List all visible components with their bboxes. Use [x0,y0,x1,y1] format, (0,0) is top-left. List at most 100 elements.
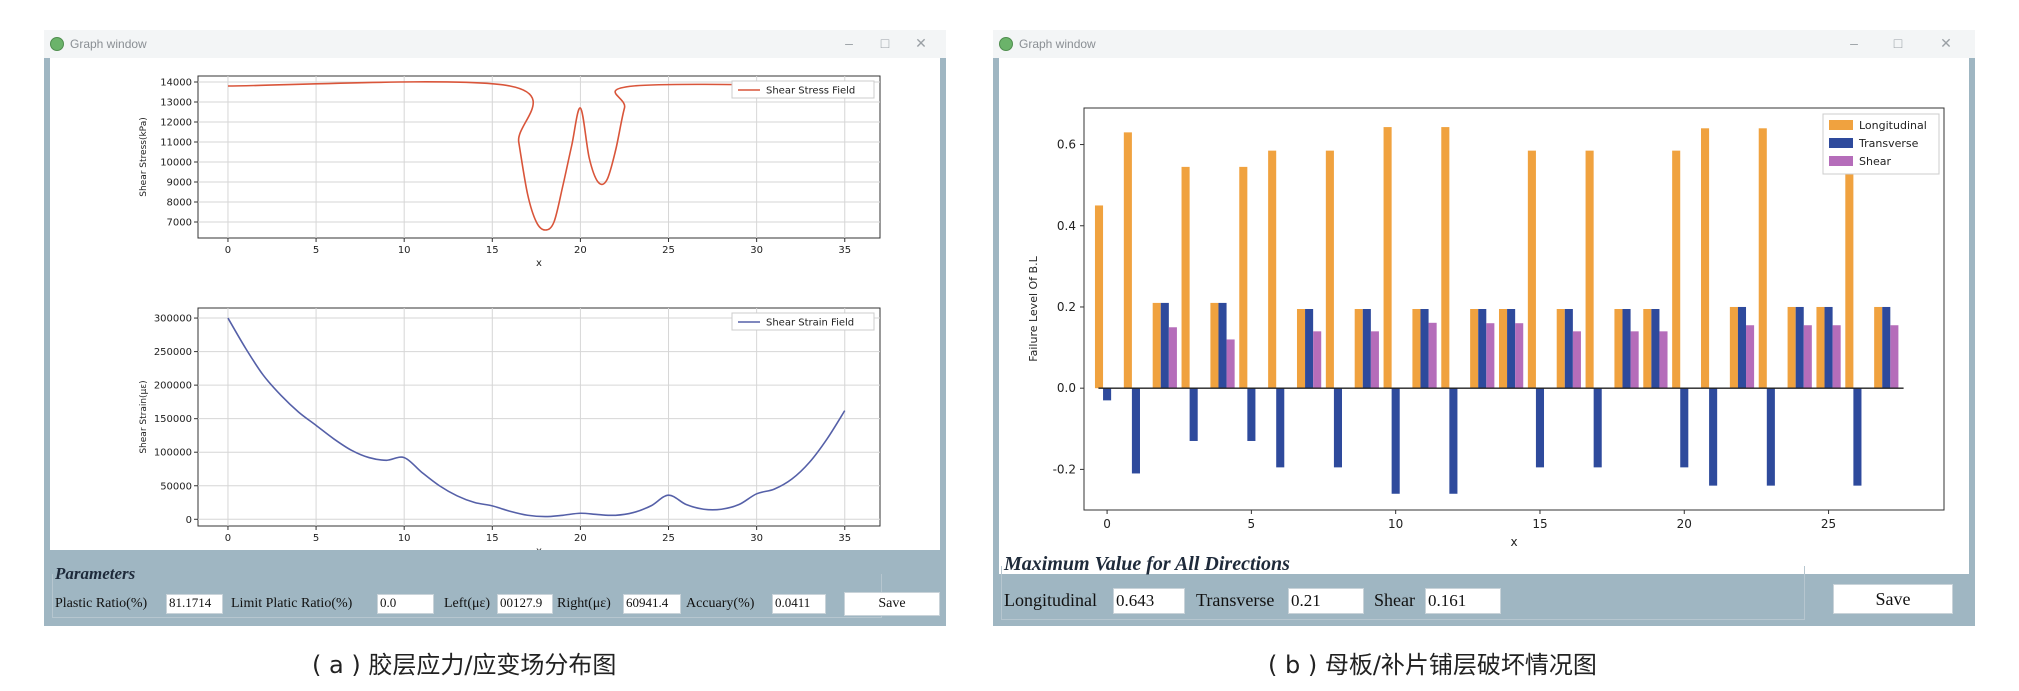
bar-longitudinal [1729,306,1738,389]
bar-longitudinal [1123,132,1132,389]
bar-shear [1168,327,1177,389]
bar-longitudinal [1672,150,1681,389]
bar-shear [1226,339,1235,389]
left_window.stress_chart-ytick-label: 14000 [160,78,192,89]
left_window.strain_chart-xtick-label: 5 [313,533,319,544]
left_window.strain_chart-ytick-label: 150000 [154,414,192,425]
shear-field[interactable]: 0.161 [1425,588,1501,614]
bar-longitudinal [1441,127,1450,389]
left_window.strain_chart-ytick-label: 0 [186,515,192,526]
bar-legend-swatch [1829,156,1853,166]
left_window.stress_chart-ytick-label: 12000 [160,118,192,129]
right-strain-field[interactable]: 60941.4 [623,594,681,614]
left_window.stress_chart-ytick-label: 7000 [167,218,192,229]
bar-xtick-label: 5 [1248,517,1256,531]
maximize-button[interactable]: □ [1893,35,1903,51]
bar-shear [1630,331,1639,389]
bar-transverse [1333,388,1342,468]
bar-transverse [1276,388,1285,468]
accuracy-field[interactable]: 0.0411 [772,594,826,614]
bar-shear [1832,325,1841,389]
bar-longitudinal [1210,302,1219,389]
bar-longitudinal [1094,205,1104,389]
left_window.stress_chart-plot-frame [197,75,881,239]
left_window.stress_chart-xtick-label: 35 [838,245,851,256]
transverse-field[interactable]: 0.21 [1288,588,1364,614]
left-window-title: Graph window [70,37,147,51]
right-save-button[interactable]: Save [1833,584,1953,614]
left_window.strain_chart-xtick-label: 35 [838,533,851,544]
left_window.strain_chart-legend-label: Shear Strain Field [766,318,854,329]
bar-transverse [1680,388,1689,468]
bar-transverse [1622,309,1631,389]
minimize-button[interactable]: – [845,35,853,51]
bar-shear [1486,323,1495,389]
right-plot-canvas: -0.2 0.0 0.2 0.4 0.6 0 5 10 15 20 25 x Failure Level… [999,58,1969,574]
bar-longitudinal [1614,309,1623,389]
left_window.stress_chart-ytick-label: 8000 [167,198,192,209]
transverse-label: Transverse [1196,590,1275,610]
bar-longitudinal [1152,302,1161,389]
limit-ratio-field[interactable]: 0.0 [377,594,434,614]
left_window.strain_chart-xtick-label: 30 [750,533,763,544]
bar-xlabel: x [1510,535,1517,549]
left_window.strain_chart-plot-frame [197,307,881,527]
bar-transverse [1103,388,1112,401]
right-window-title: Graph window [1019,37,1096,51]
maximize-button[interactable]: □ [880,35,890,51]
accuracy-label: Accuary(%) [686,596,755,611]
bar-transverse [1391,388,1400,494]
minimize-button[interactable]: – [1850,35,1858,51]
left_window.stress_chart-xlabel: x [536,258,542,269]
bar-ytick-label: 0.4 [1057,219,1076,233]
bar-shear [1746,325,1755,389]
bar-longitudinal [1874,306,1883,389]
bar-xtick-label: 10 [1388,517,1403,531]
left_window.strain_chart-ytick-label: 50000 [160,481,192,492]
bar-longitudinal [1296,309,1306,389]
left_window.stress_chart-xtick-label: 5 [313,245,319,256]
bar-longitudinal [1268,150,1277,389]
left-save-button[interactable]: Save [844,592,940,616]
bar-shear [1428,322,1437,389]
bar-transverse [1160,302,1169,389]
left-strain-field[interactable]: 00127.9 [497,594,553,614]
bar-longitudinal [1325,150,1334,389]
left_window.stress_chart-xtick-label: 25 [662,245,675,256]
left_window.stress_chart-legend-label: Shear Stress Field [766,86,855,97]
longitudinal-field[interactable]: 0.643 [1113,588,1185,614]
bar-transverse [1507,309,1516,389]
close-button[interactable]: ✕ [915,35,927,51]
bar-transverse [1651,309,1660,389]
bar-legend-label: Shear [1859,155,1891,168]
left_window.strain_chart-ytick-label: 100000 [154,448,192,459]
bar-transverse [1218,302,1227,389]
maximum-values-frame [1001,566,1805,620]
bar-ytick-label: 0.6 [1057,138,1076,152]
bar-xtick-label: 25 [1821,517,1836,531]
left-window-titlebar: Graph window – □ ✕ [44,30,946,58]
bar-xtick-label: 20 [1677,517,1692,531]
bar-longitudinal [1845,150,1854,389]
left_window.strain_chart-xtick-label: 0 [225,533,231,544]
bar-transverse [1795,306,1804,389]
left_window.strain_chart-ylabel: Shear Strain(με) [139,380,149,453]
right-graph-window: Graph window – □ ✕ -0.2 0.0 0.2 0.4 0.6 0 5 10 1… [993,30,1975,626]
close-button[interactable]: ✕ [1940,35,1952,51]
left_window.strain_chart-xlabel: x [536,546,542,550]
left-plot-canvas: 0 5 10 15 20 25 30 35 7000 8000 9000 10000 11000 1200… [50,58,940,550]
bar-legend-label: Longitudinal [1859,119,1927,132]
bar-transverse [1362,309,1371,389]
left_window.strain_chart-series-line [227,317,846,518]
left_window.stress_chart-ytick-label: 13000 [160,98,192,109]
left_window.strain_chart-xtick-label: 10 [398,533,411,544]
bar-transverse [1593,388,1602,468]
left_window.stress_chart-xtick-label: 30 [750,245,763,256]
bar-transverse [1449,388,1458,494]
left_window.stress_chart-series-line [227,81,845,231]
bar-transverse [1478,309,1487,389]
plastic-ratio-field[interactable]: 81.1714 [166,594,223,614]
bar-longitudinal [1412,309,1421,389]
limit-ratio-label: Limit Platic Ratio(%) [231,596,353,611]
bar-transverse [1853,388,1862,486]
